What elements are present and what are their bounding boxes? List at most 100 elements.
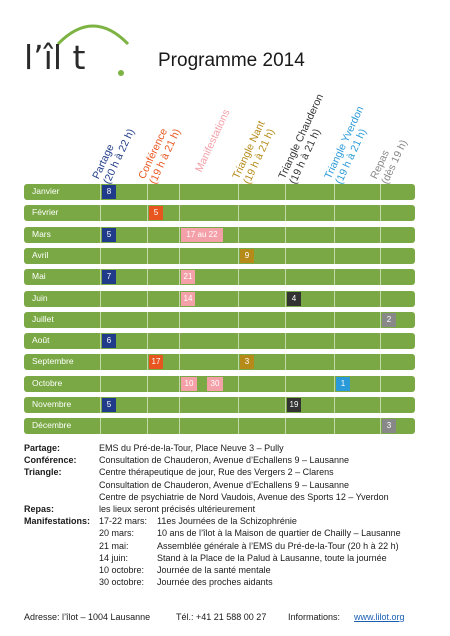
column-divider bbox=[238, 311, 239, 328]
column-divider bbox=[179, 375, 180, 392]
event-cell-manifestations: 10 bbox=[181, 376, 197, 391]
column-divider bbox=[334, 226, 335, 243]
column-divider bbox=[179, 333, 180, 350]
month-row: Septembre 17 3 bbox=[24, 354, 415, 371]
month-label: Janvier bbox=[32, 186, 60, 196]
month-label: Avril bbox=[32, 249, 49, 260]
legend-date: 21 mai: bbox=[99, 540, 129, 551]
column-divider bbox=[238, 226, 239, 243]
column-divider bbox=[285, 311, 286, 328]
month-label: Mai bbox=[32, 271, 46, 282]
event-cell-manifestations: 14 bbox=[181, 291, 195, 306]
legend-text: Journée de la santé mentale bbox=[157, 565, 271, 575]
footer-address: Adresse: l’îlot – 1004 Lausanne bbox=[24, 612, 151, 622]
legend-date: 30 octobre: bbox=[99, 577, 145, 588]
column-divider bbox=[380, 397, 381, 413]
column-divider bbox=[100, 269, 101, 286]
month-label: Juillet bbox=[32, 313, 54, 324]
column-divider bbox=[380, 375, 381, 392]
column-divider bbox=[147, 247, 148, 264]
column-divider bbox=[147, 311, 148, 328]
column-divider bbox=[147, 290, 148, 307]
column-divider bbox=[285, 269, 286, 286]
column-divider bbox=[285, 247, 286, 264]
column-divider bbox=[334, 375, 335, 392]
month-label: Octobre bbox=[32, 377, 63, 388]
website-link[interactable]: www.lilot.org bbox=[354, 612, 405, 622]
column-divider bbox=[380, 269, 381, 286]
month-label: Mars bbox=[32, 228, 51, 239]
month-label: Décembre bbox=[32, 420, 72, 431]
month-row: Mars 5 17 au 22 bbox=[24, 226, 415, 243]
month-row: Janvier 8 bbox=[24, 184, 415, 200]
column-divider bbox=[147, 333, 148, 350]
column-divider bbox=[147, 418, 148, 435]
legend-text: Consultation de Chauderon, Avenue d’Echa… bbox=[99, 479, 350, 490]
month-row: Octobre 10 30 1 bbox=[24, 375, 415, 392]
column-divider bbox=[334, 333, 335, 350]
legend-date: 10 octobre: bbox=[99, 565, 145, 575]
page-title: Programme 2014 bbox=[158, 50, 305, 71]
month-label: Juin bbox=[32, 292, 48, 303]
column-divider bbox=[100, 226, 101, 243]
column-divider bbox=[179, 269, 180, 286]
column-divider bbox=[334, 418, 335, 435]
month-row: Mai 7 21 bbox=[24, 269, 415, 286]
column-divider bbox=[100, 397, 101, 413]
column-divider bbox=[380, 354, 381, 371]
legend-text: Centre thérapeutique de jour, Rue des Ve… bbox=[99, 467, 334, 478]
column-divider bbox=[285, 333, 286, 350]
column-divider bbox=[147, 226, 148, 243]
month-row: Août 6 bbox=[24, 333, 415, 350]
month-row: Novembre 5 19 bbox=[24, 397, 415, 413]
column-divider bbox=[147, 184, 148, 200]
column-divider bbox=[179, 397, 180, 413]
column-divider bbox=[334, 311, 335, 328]
legend-text: Consultation de Chauderon, Avenue d’Echa… bbox=[99, 455, 350, 466]
column-divider bbox=[334, 247, 335, 264]
event-cell-manifestations: 17 au 22 bbox=[181, 227, 223, 242]
column-divider bbox=[100, 354, 101, 371]
column-divider bbox=[285, 375, 286, 392]
column-divider bbox=[179, 184, 180, 200]
column-divider bbox=[380, 311, 381, 328]
column-divider bbox=[179, 418, 180, 435]
event-cell-triangle_yverdon: 1 bbox=[336, 376, 350, 391]
event-cell-manifestations: 21 bbox=[181, 270, 195, 285]
legend-date: 14 juin: bbox=[99, 552, 129, 563]
column-divider bbox=[380, 247, 381, 264]
legend-text: les lieux seront précisés ultérieurement bbox=[99, 504, 256, 514]
column-divider bbox=[147, 269, 148, 286]
column-divider bbox=[100, 247, 101, 264]
logo-dot bbox=[118, 70, 124, 76]
legend-text: EMS du Pré-de-la-Tour, Place Neuve 3 – P… bbox=[99, 443, 284, 453]
column-divider bbox=[334, 269, 335, 286]
column-divider bbox=[179, 311, 180, 328]
event-cell-conference: 17 bbox=[149, 355, 163, 370]
event-cell-partage: 8 bbox=[102, 185, 116, 199]
column-divider bbox=[179, 205, 180, 222]
legend-text: 10 ans de l’îlot à la Maison de quartier… bbox=[157, 528, 401, 539]
month-row: Juin 14 4 bbox=[24, 290, 415, 307]
column-divider bbox=[238, 290, 239, 307]
column-divider bbox=[334, 397, 335, 413]
column-divider bbox=[238, 354, 239, 371]
month-label: Août bbox=[32, 335, 50, 346]
legend-text: 11es Journées de la Schizophrénie bbox=[157, 516, 297, 527]
month-label: Février bbox=[32, 207, 59, 218]
column-divider bbox=[238, 418, 239, 435]
column-divider bbox=[285, 354, 286, 371]
event-cell-triangle_nant: 9 bbox=[240, 248, 254, 263]
legend-date: 20 mars: bbox=[99, 528, 135, 539]
column-divider bbox=[380, 333, 381, 350]
column-divider bbox=[285, 418, 286, 435]
month-row: Décembre 3 bbox=[24, 418, 415, 435]
legend-text: Stand à la Place de la Palud à Lausanne,… bbox=[157, 552, 387, 563]
column-divider bbox=[179, 226, 180, 243]
column-divider bbox=[285, 226, 286, 243]
column-divider bbox=[334, 184, 335, 200]
column-divider bbox=[238, 333, 239, 350]
column-divider bbox=[285, 205, 286, 222]
column-divider bbox=[334, 205, 335, 222]
column-divider bbox=[380, 184, 381, 200]
